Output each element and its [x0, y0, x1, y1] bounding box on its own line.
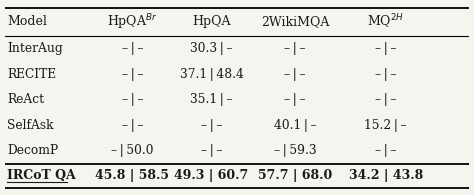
Text: – | –: – | –: [284, 68, 306, 81]
Text: HpQA$^{Br}$: HpQA$^{Br}$: [107, 12, 158, 32]
Text: – | –: – | –: [122, 68, 143, 81]
Text: SelfAsk: SelfAsk: [7, 119, 54, 132]
Text: – | –: – | –: [284, 42, 306, 55]
Text: 40.1 | –: 40.1 | –: [274, 119, 316, 132]
Text: ReAct: ReAct: [7, 93, 44, 106]
Text: – | –: – | –: [122, 119, 143, 132]
Text: 37.1 | 48.4: 37.1 | 48.4: [180, 68, 243, 81]
Text: 34.2 | 43.8: 34.2 | 43.8: [348, 169, 423, 183]
Text: Model: Model: [7, 15, 47, 28]
Text: DecomP: DecomP: [7, 144, 58, 157]
Text: – | 59.3: – | 59.3: [274, 144, 316, 157]
Text: – | –: – | –: [284, 93, 306, 106]
Text: 35.1 | –: 35.1 | –: [190, 93, 233, 106]
Text: – | –: – | –: [122, 93, 143, 106]
Text: – | –: – | –: [201, 144, 222, 157]
Text: 57.7 | 68.0: 57.7 | 68.0: [258, 169, 332, 183]
Text: 15.2 | –: 15.2 | –: [365, 119, 407, 132]
Text: InterAug: InterAug: [7, 42, 63, 55]
Text: 2WikiMQA: 2WikiMQA: [261, 15, 329, 28]
Text: – | –: – | –: [201, 119, 222, 132]
Text: HpQA: HpQA: [192, 15, 231, 28]
Text: – | –: – | –: [375, 68, 396, 81]
Text: IRCoT QA: IRCoT QA: [7, 169, 76, 183]
Text: – | –: – | –: [375, 93, 396, 106]
Text: 45.8 | 58.5: 45.8 | 58.5: [95, 169, 170, 183]
Text: – | –: – | –: [375, 42, 396, 55]
Text: – | 50.0: – | 50.0: [111, 144, 154, 157]
Text: RECITE: RECITE: [7, 68, 56, 81]
Text: 30.3 | –: 30.3 | –: [190, 42, 233, 55]
Text: – | –: – | –: [122, 42, 143, 55]
Text: – | –: – | –: [375, 144, 396, 157]
Text: 49.3 | 60.7: 49.3 | 60.7: [174, 169, 248, 183]
Text: MQ$^{2H}$: MQ$^{2H}$: [367, 12, 404, 31]
